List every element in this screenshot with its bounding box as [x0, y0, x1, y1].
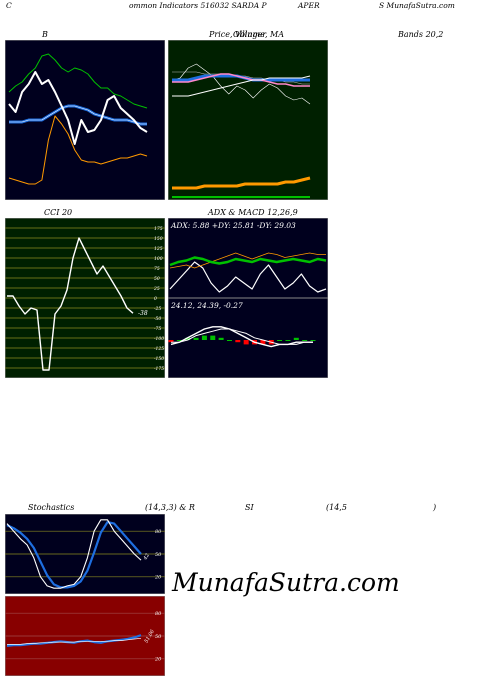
stoch-tick-label: 80: [155, 529, 162, 535]
minus-di-line: [169, 252, 326, 269]
bands-title: Bands 20,2: [398, 30, 444, 39]
stoch-d-line: [6, 521, 142, 589]
ma-d-line: [172, 75, 311, 97]
bb-lower-line: [8, 115, 148, 185]
macd-histogram-bar: [176, 340, 182, 341]
rsi-title: SI: [245, 503, 254, 512]
stoch-title: Stochastics: [28, 503, 75, 512]
adx-label: ADX: 5.88 +DY: 25.81 -DY: 29.03: [170, 221, 296, 230]
volume-line: [172, 176, 311, 190]
stoch-tick-label: 50: [155, 552, 162, 558]
cci-tick-label: 50: [154, 276, 160, 282]
rsi-tick-label: 80: [155, 611, 162, 617]
macd-histogram-bar: [218, 337, 224, 340]
stochastics-chart: 80 50 20 42: [5, 514, 165, 594]
cci-tick-label: 25: [153, 286, 160, 292]
bollinger-chart: [5, 40, 165, 200]
rsi-tick-label: 20: [154, 657, 162, 663]
stoch-params: (14,3,3) & R: [145, 503, 195, 512]
macd-histogram-bar: [277, 340, 283, 341]
cci-tick-label: -100: [154, 336, 164, 342]
header-indicators: ommon Indicators 516032 SARDA P: [129, 1, 267, 10]
price-title: Price, Volume, MA: [209, 30, 285, 39]
price-ma-chart: [168, 40, 328, 200]
rsi-line: [6, 634, 142, 647]
cci-tick-label: -50: [154, 316, 161, 322]
macd-histogram-bar: [210, 335, 216, 340]
stoch-k-line: [6, 519, 142, 589]
macd-histogram-bar: [235, 340, 241, 343]
cci-title: CCI 20: [44, 208, 73, 217]
stoch-tick-label: 20: [154, 575, 162, 581]
rsi-params: (14,5: [326, 503, 347, 512]
stoch-last-label: 42: [142, 553, 151, 562]
macd-histogram-bar: [193, 337, 199, 340]
price-background: [168, 40, 328, 200]
cci-last-label: -38: [138, 310, 148, 317]
rsi-params-close: ): [433, 503, 437, 512]
ma-c-line: [172, 73, 310, 87]
macd-label: 24.12, 24.39, -0.27: [170, 301, 243, 310]
cci-tick-label: 0: [154, 296, 157, 302]
cci-tick-label: 125: [154, 246, 163, 252]
macd-histogram-bar: [226, 340, 232, 341]
adx-line: [169, 261, 327, 293]
bb-title: B: [42, 30, 48, 39]
macd-histogram-bar: [201, 335, 207, 340]
bb-price-line: [8, 71, 148, 145]
macd-histogram-bar: [302, 340, 308, 341]
adx-title: ADX & MACD 12,26,9: [208, 208, 298, 217]
cci-tick-label: -175: [154, 366, 164, 372]
header-c: C: [6, 1, 12, 10]
cci-tick-label: 150: [154, 236, 163, 242]
cci-tick-label: -25: [154, 306, 161, 312]
macd-histogram-bar: [260, 340, 266, 345]
macd-histogram-bar: [293, 337, 299, 340]
rsi-tick-label: 50: [155, 634, 162, 640]
macd-line: [170, 326, 313, 348]
cci-chart: 175 150 125 100 75 50 25 0 -25 -50 -75 -100 -125 -150…: [5, 218, 165, 378]
header-site: S MunafaSutra.com: [379, 1, 455, 10]
macd-histogram-bar: [310, 340, 316, 341]
cci-tick-label: 175: [154, 226, 163, 232]
cci-tick-label: -75: [154, 326, 161, 332]
macd-chart: 24.12, 24.39, -0.27: [168, 298, 328, 378]
price-line: [171, 63, 311, 105]
bb-middle-highlight: [9, 105, 147, 125]
macd-histogram-bar: [285, 340, 291, 341]
cci-tick-label: 75: [154, 266, 160, 272]
adx-chart: ADX: 5.88 +DY: 25.81 -DY: 29.03: [168, 218, 328, 298]
watermark: MunafaSutra.com: [172, 568, 400, 597]
plus-di-line: [169, 256, 327, 267]
price-title-overlap: Ollinger: [233, 30, 267, 39]
cci-line: [7, 237, 134, 371]
bb-upper-line: [8, 53, 148, 109]
rsi-signal-line: [7, 637, 142, 645]
cci-tick-label: 100: [154, 256, 163, 262]
cci-tick-label: -150: [154, 356, 164, 362]
header-aper: APER: [298, 1, 320, 10]
macd-histogram-bar: [243, 340, 249, 345]
cci-tick-label: -125: [154, 346, 164, 352]
macd-histogram-bar: [168, 340, 174, 343]
macd-histogram-bar: [185, 337, 191, 340]
